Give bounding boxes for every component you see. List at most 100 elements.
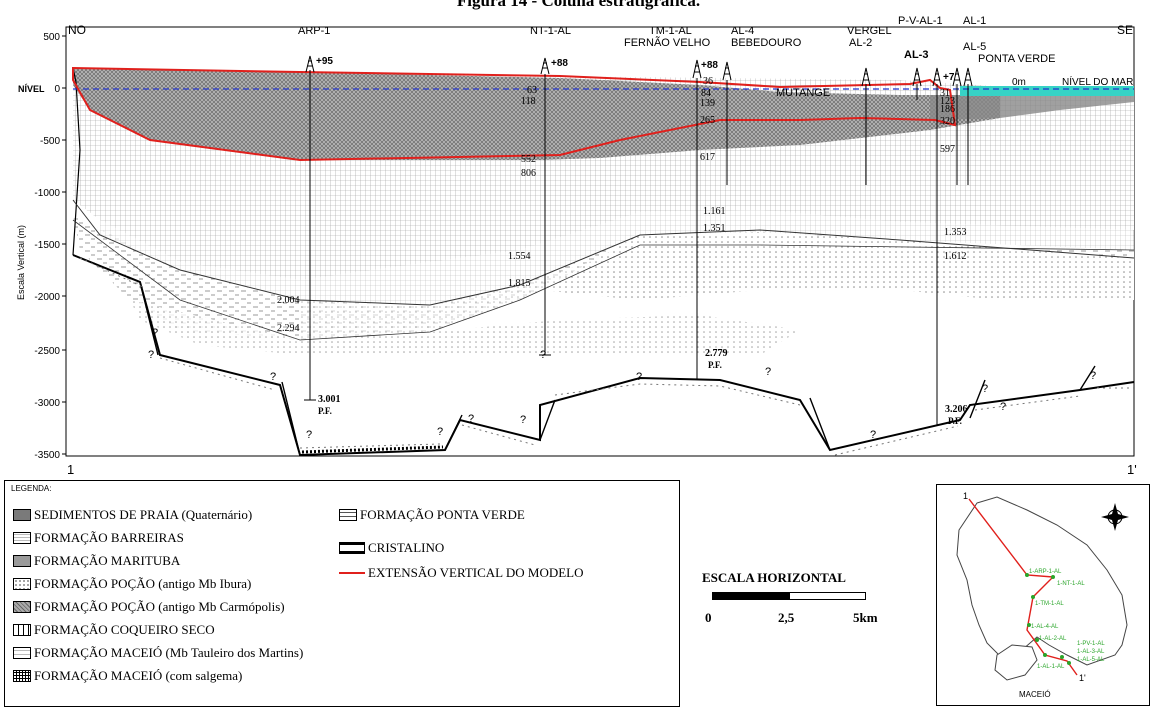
sea-level-label: NÍVEL DO MAR xyxy=(1062,75,1133,88)
well-tm1-pf: P.F. xyxy=(708,360,722,370)
nivel-label: NÍVEL xyxy=(18,84,45,94)
swatch-pocao-ibura xyxy=(13,578,31,590)
unknown-mark: ? xyxy=(982,383,988,395)
legend-item-maceio-martins: FORMAÇÃO MACEIÓ (Mb Tauleiro dos Martins… xyxy=(13,645,303,661)
y-tick: -2000 xyxy=(34,292,60,303)
y-tick: 0 xyxy=(54,84,60,95)
well-pval1-elevation: +7 xyxy=(943,72,955,83)
depth-label: 1.353 xyxy=(944,227,967,238)
depth-label: 186 xyxy=(940,104,955,115)
location-map: 1-ARP-1-AL 1-NT-1-AL 1-TM-1-AL 1-AL-4-AL… xyxy=(936,484,1150,706)
well-al1-name: AL-1 xyxy=(963,15,986,27)
horizontal-scale: ESCALA HORIZONTAL 0 2,5 5km xyxy=(700,570,880,630)
scale-bar-second xyxy=(789,592,866,600)
well-al5-place: PONTA VERDE xyxy=(978,53,1055,65)
y-tick: -2500 xyxy=(34,346,60,357)
well-vergel-place: VERGEL xyxy=(847,25,892,37)
well-al3-name: AL-3 xyxy=(904,49,928,61)
unknown-mark: ? xyxy=(270,371,276,383)
map-well-label: 1-AL-3-AL xyxy=(1077,649,1105,655)
legend-item-maceio-salgema: FORMAÇÃO MACEIÓ (com salgema) xyxy=(13,668,242,684)
unknown-mark: ? xyxy=(520,414,526,426)
section-end-left: 1 xyxy=(67,462,74,477)
swatch-ponta-verde xyxy=(339,509,357,521)
swatch-extensao-modelo xyxy=(339,572,365,574)
well-nt1-name: NT-1-AL xyxy=(530,25,571,37)
well-tm1-elevation: +88 xyxy=(701,60,718,71)
swatch-pocao-carmopolis xyxy=(13,601,31,613)
legend-label: FORMAÇÃO MARITUBA xyxy=(34,553,181,568)
swatch-barreiras xyxy=(13,532,31,544)
depth-label: 123 xyxy=(940,96,955,107)
legend-item-marituba: FORMAÇÃO MARITUBA xyxy=(13,553,180,569)
legend-label: FORMAÇÃO POÇÃO (antigo Mb Carmópolis) xyxy=(34,599,285,614)
depth-label: 63 xyxy=(527,85,537,96)
y-tick-labels: 500 0 -500 -1000 -1500 -2000 -2500 -3000… xyxy=(34,32,60,461)
depth-label: 1.612 xyxy=(944,251,967,262)
unknown-mark: ? xyxy=(306,429,312,441)
depth-label: 84 xyxy=(701,88,711,99)
unknown-mark: ? xyxy=(437,426,443,438)
legend-label: FORMAÇÃO PONTA VERDE xyxy=(360,507,525,522)
unknown-mark: ? xyxy=(152,327,158,339)
depth-label: 2.004 xyxy=(277,295,300,306)
swatch-marituba xyxy=(13,555,31,567)
map-city-label: MACEIÓ xyxy=(1019,690,1051,699)
map-well-label: 1-PV-1-AL xyxy=(1077,641,1105,647)
depth-label: 1.554 xyxy=(508,251,531,262)
unknown-mark: ? xyxy=(148,349,154,361)
depth-label: 31 xyxy=(940,88,950,99)
scale-label-mid: 2,5 xyxy=(778,610,795,625)
direction-nw: NO xyxy=(68,23,86,37)
map-well-label: 1-AL-2-AL xyxy=(1039,636,1067,642)
section-end-right: 1' xyxy=(1127,462,1137,477)
swatch-coqueiro-seco xyxy=(13,624,31,636)
legend-label: FORMAÇÃO COQUEIRO SECO xyxy=(34,622,215,637)
legend-item-extensao-modelo: EXTENSÃO VERTICAL DO MODELO xyxy=(339,565,584,581)
swatch-cristalino xyxy=(339,542,365,554)
well-al2-name: AL-2 xyxy=(849,37,872,49)
zero-label: 0m xyxy=(1012,77,1026,88)
legend-item-ponta-verde: FORMAÇÃO PONTA VERDE xyxy=(339,507,525,523)
legend-label: EXTENSÃO VERTICAL DO MODELO xyxy=(368,565,584,580)
map-start-label: 1 xyxy=(963,491,968,501)
y-axis-label: Escala Vertical (m) xyxy=(16,225,26,300)
y-tick: -3500 xyxy=(34,450,60,461)
depth-label: 265 xyxy=(700,115,715,126)
well-tm1-name: TM-1-AL xyxy=(649,25,692,37)
unknown-mark: ? xyxy=(870,429,876,441)
y-tick: 500 xyxy=(43,32,60,43)
well-al4-place: BEBEDOURO xyxy=(731,37,802,49)
legend-label: FORMAÇÃO POÇÃO (antigo Mb Ibura) xyxy=(34,576,252,591)
depth-label: 320 xyxy=(940,116,955,127)
unknown-mark: ? xyxy=(1000,401,1006,413)
y-tick: -1500 xyxy=(34,240,60,251)
mutange-label: MUTANGE xyxy=(776,87,830,99)
map-well-label: 1-TM-1-AL xyxy=(1035,601,1064,607)
legend-label: FORMAÇÃO MACEIÓ (com salgema) xyxy=(34,668,243,683)
unknown-mark: ? xyxy=(468,413,474,425)
direction-se: SE xyxy=(1117,23,1133,37)
legend-panel: LEGENDA: SEDIMENTOS DE PRAIA (Quaternári… xyxy=(4,480,680,707)
well-nt1-elevation: +88 xyxy=(551,58,568,69)
map-well-label: 1-AL-5-AL xyxy=(1077,657,1105,663)
y-tick: -1000 xyxy=(34,188,60,199)
swatch-sedimentos-praia xyxy=(13,509,31,521)
depth-label: 36 xyxy=(703,76,713,87)
depth-label: 806 xyxy=(521,168,536,179)
swatch-maceio-salgema xyxy=(13,670,31,682)
depth-label: 139 xyxy=(700,98,715,109)
legend-header: LEGENDA: xyxy=(11,484,52,493)
legend-item-pocao-ibura: FORMAÇÃO POÇÃO (antigo Mb Ibura) xyxy=(13,576,251,592)
legend-item-pocao-carmopolis: FORMAÇÃO POÇÃO (antigo Mb Carmópolis) xyxy=(13,599,285,615)
legend-label: SEDIMENTOS DE PRAIA (Quaternário) xyxy=(34,507,253,522)
legend-item-sedimentos-praia: SEDIMENTOS DE PRAIA (Quaternário) xyxy=(13,507,252,523)
location-map-drawing: 1-ARP-1-AL 1-NT-1-AL 1-TM-1-AL 1-AL-4-AL… xyxy=(956,491,1129,699)
scale-label-end: 5km xyxy=(853,610,878,625)
legend-label: CRISTALINO xyxy=(368,540,445,555)
well-pval1-depth: 3.206 xyxy=(945,404,968,415)
scale-title: ESCALA HORIZONTAL xyxy=(702,570,846,585)
depth-label: 552 xyxy=(521,154,536,165)
well-pval1-name: P-V-AL-1 xyxy=(898,15,943,27)
map-end-label: 1' xyxy=(1079,673,1086,683)
